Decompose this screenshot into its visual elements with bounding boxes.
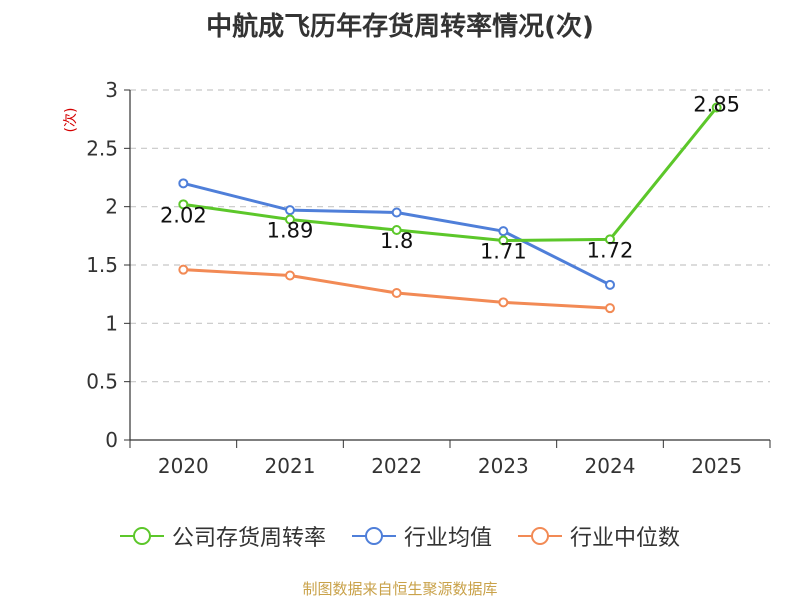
data-label: 2.85: [693, 93, 740, 117]
legend-marker-mean-icon: [351, 527, 396, 545]
data-point-2: [178, 264, 189, 275]
y-tick-label: 2.5: [86, 136, 118, 160]
chart-title: 中航成飞历年存货周转率情况(次): [206, 12, 594, 42]
data-point-1: [178, 178, 189, 189]
data-label: 1.72: [587, 238, 634, 262]
data-point-2: [391, 288, 402, 298]
data-point-0: [391, 225, 402, 235]
legend: 公司存货周转率 行业均值 行业中位数: [0, 520, 800, 552]
data-point-1: [285, 205, 295, 216]
legend-item-industry-median[interactable]: 行业中位数: [518, 520, 680, 552]
legend-item-industry-mean[interactable]: 行业均值: [351, 520, 492, 552]
legend-label-company: 公司存货周转率: [171, 526, 326, 551]
data-point-0: [498, 235, 509, 246]
x-tick-label: 2021: [265, 454, 316, 478]
data-point-2: [285, 270, 295, 281]
data-point-1: [605, 279, 615, 290]
y-tick-label: 0.5: [86, 370, 118, 394]
data-label: 1.71: [480, 240, 527, 264]
x-tick-label: 2023: [478, 454, 529, 478]
data-point-2: [605, 303, 615, 314]
legend-marker-median-icon: [518, 527, 562, 545]
y-tick-label: 2: [105, 195, 118, 219]
x-tick-label: 2025: [691, 454, 742, 478]
data-label: 1.89: [267, 219, 314, 243]
data-label: 1.8: [380, 229, 413, 253]
x-tick-label: 2020: [158, 454, 209, 478]
y-tick-label: 1: [105, 311, 118, 335]
data-point-2: [498, 297, 509, 308]
y-tick-label: 1.5: [86, 253, 118, 277]
x-tick-label: 2022: [371, 454, 422, 478]
data-point-0: [285, 214, 295, 225]
legend-marker-company-icon: [119, 527, 164, 545]
data-point-0: [711, 102, 722, 113]
legend-label-industry-median: 行业中位数: [570, 526, 681, 551]
series-line-0: [183, 106, 718, 242]
y-tick-label: 3: [105, 78, 118, 102]
data-point-0: [605, 234, 615, 245]
legend-label-industry-mean: 行业均值: [403, 526, 492, 551]
y-tick-label: 0: [105, 428, 118, 452]
data-label: 2.02: [160, 203, 207, 227]
data-point-0: [178, 199, 189, 210]
data-point-1: [498, 226, 509, 237]
x-tick-label: 2024: [585, 454, 636, 478]
legend-item-company[interactable]: 公司存货周转率: [119, 520, 326, 552]
data-point-1: [391, 207, 402, 218]
data-source-note: 制图数据来自恒生聚源数据库: [302, 580, 498, 598]
